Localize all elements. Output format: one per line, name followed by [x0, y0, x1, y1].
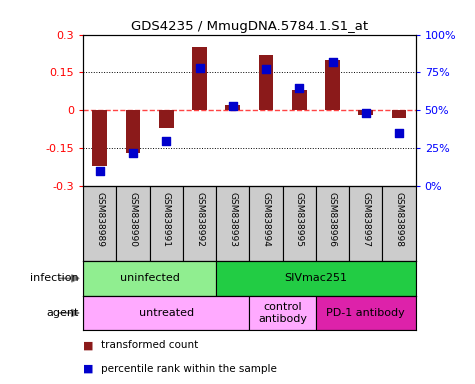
- Text: GSM838996: GSM838996: [328, 192, 337, 247]
- Bar: [225, 105, 240, 111]
- Bar: [183, 186, 216, 261]
- Text: control
antibody: control antibody: [258, 302, 307, 324]
- Bar: [83, 186, 116, 261]
- Bar: [258, 55, 274, 111]
- Text: GSM838998: GSM838998: [395, 192, 403, 247]
- Bar: [325, 60, 340, 111]
- Bar: [125, 111, 141, 153]
- Text: transformed count: transformed count: [101, 340, 199, 350]
- Text: GSM838994: GSM838994: [262, 192, 270, 247]
- Text: infection: infection: [30, 273, 78, 283]
- Text: GSM838995: GSM838995: [295, 192, 304, 247]
- Bar: [349, 186, 382, 261]
- Text: ■: ■: [83, 340, 94, 350]
- Bar: [116, 186, 150, 261]
- Bar: [316, 296, 416, 330]
- Point: [96, 168, 104, 174]
- Bar: [249, 296, 316, 330]
- Point: [196, 65, 203, 71]
- Bar: [382, 186, 416, 261]
- Bar: [192, 47, 207, 111]
- Bar: [92, 111, 107, 166]
- Text: SIVmac251: SIVmac251: [285, 273, 347, 283]
- Text: GSM838997: GSM838997: [361, 192, 370, 247]
- Bar: [83, 261, 216, 296]
- Bar: [83, 296, 249, 330]
- Title: GDS4235 / MmugDNA.5784.1.S1_at: GDS4235 / MmugDNA.5784.1.S1_at: [131, 20, 368, 33]
- Text: percentile rank within the sample: percentile rank within the sample: [101, 364, 277, 374]
- Text: GSM838989: GSM838989: [95, 192, 104, 247]
- Text: GSM838991: GSM838991: [162, 192, 171, 247]
- Point: [329, 59, 336, 65]
- Bar: [358, 111, 373, 116]
- Point: [229, 103, 237, 109]
- Text: untreated: untreated: [139, 308, 194, 318]
- Point: [395, 130, 403, 136]
- Point: [162, 138, 170, 144]
- Text: PD-1 antibody: PD-1 antibody: [326, 308, 405, 318]
- Bar: [316, 186, 349, 261]
- Bar: [150, 186, 183, 261]
- Text: GSM838990: GSM838990: [129, 192, 137, 247]
- Point: [295, 84, 303, 91]
- Text: uninfected: uninfected: [120, 273, 180, 283]
- Text: GSM838993: GSM838993: [228, 192, 237, 247]
- Bar: [283, 186, 316, 261]
- Bar: [216, 261, 416, 296]
- Text: GSM838992: GSM838992: [195, 192, 204, 247]
- Bar: [159, 111, 174, 128]
- Point: [129, 150, 137, 156]
- Point: [262, 66, 270, 73]
- Bar: [249, 186, 283, 261]
- Point: [362, 110, 370, 116]
- Text: agent: agent: [46, 308, 78, 318]
- Text: ■: ■: [83, 364, 94, 374]
- Bar: [292, 90, 307, 111]
- Bar: [391, 111, 407, 118]
- Bar: [216, 186, 249, 261]
